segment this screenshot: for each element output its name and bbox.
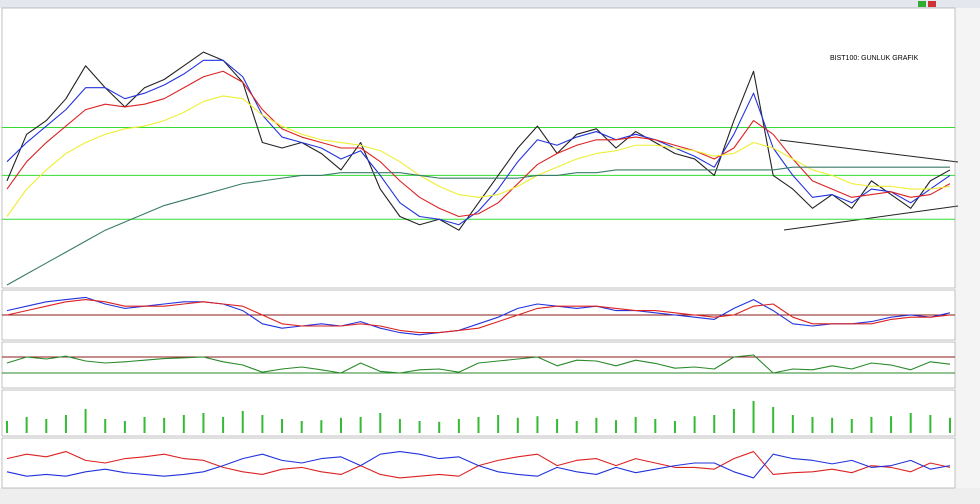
- volume-bar: [25, 417, 28, 433]
- volume-bar: [909, 413, 912, 433]
- volume-bar: [929, 415, 932, 433]
- series-line: [6, 299, 951, 334]
- volume-bar: [359, 417, 362, 433]
- chart-title: BIST100: GUNLUK GRAFIK: [830, 55, 919, 62]
- volume-bar: [300, 421, 303, 433]
- volume-bar: [241, 411, 244, 433]
- volume-bar: [182, 415, 185, 433]
- date-axis: [0, 488, 980, 504]
- volume-bar: [949, 417, 951, 433]
- volume-bar: [418, 421, 421, 433]
- volume-bar: [261, 415, 264, 433]
- toolbar-button[interactable]: [928, 1, 936, 7]
- volume-bar: [379, 413, 382, 433]
- volume-bar: [654, 419, 657, 433]
- series-line: [6, 59, 951, 226]
- volume-bar: [6, 421, 8, 433]
- volume-bar: [516, 417, 519, 433]
- volume-bar: [732, 409, 735, 433]
- volume-bar: [752, 401, 755, 433]
- volume-bar: [713, 415, 716, 433]
- volume-bar: [320, 420, 323, 433]
- volume-bar: [143, 417, 146, 433]
- series-line: [6, 354, 951, 374]
- series-line: [6, 95, 951, 217]
- series-line: [6, 296, 951, 336]
- volume-bar: [398, 419, 401, 433]
- series-line: [6, 166, 950, 286]
- volume-bar: [575, 421, 578, 433]
- price-axis: [955, 8, 980, 488]
- volume-bar: [615, 420, 618, 433]
- volume-bar: [45, 419, 48, 433]
- volume-bar: [222, 417, 225, 433]
- volume-bar: [595, 417, 598, 433]
- volume-bar: [477, 417, 480, 433]
- panel-frame: [1, 437, 956, 489]
- volume-bar: [497, 415, 500, 433]
- series-line: [6, 51, 951, 231]
- volume-bar: [890, 416, 893, 433]
- volume-bar: [104, 419, 107, 433]
- volume-bar: [123, 421, 126, 433]
- volume-bar: [438, 421, 441, 433]
- volume-bar: [673, 421, 676, 433]
- toolbar-button[interactable]: [918, 1, 926, 7]
- trend-line: [783, 205, 959, 231]
- volume-bar: [84, 409, 87, 433]
- volume-bar: [831, 417, 834, 433]
- volume-bar: [556, 419, 559, 433]
- volume-bar: [339, 417, 342, 433]
- volume-bar: [634, 417, 637, 433]
- series-line: [6, 451, 951, 479]
- panel-frame: [1, 341, 956, 389]
- volume-bar: [64, 415, 67, 433]
- toolbar: [0, 0, 980, 8]
- volume-bar: [772, 407, 775, 433]
- volume-bar: [811, 417, 814, 433]
- volume-bar: [870, 417, 873, 433]
- volume-bar: [791, 415, 794, 433]
- panel-frame: [1, 7, 956, 289]
- volume-bar: [693, 416, 696, 433]
- volume-bar: [850, 419, 853, 433]
- volume-bar: [281, 419, 284, 433]
- panel-frame: [1, 389, 956, 437]
- volume-bar: [163, 417, 166, 433]
- volume-bar: [202, 413, 205, 433]
- volume-bar: [536, 416, 539, 433]
- trend-line: [779, 139, 959, 163]
- volume-bar: [457, 419, 460, 433]
